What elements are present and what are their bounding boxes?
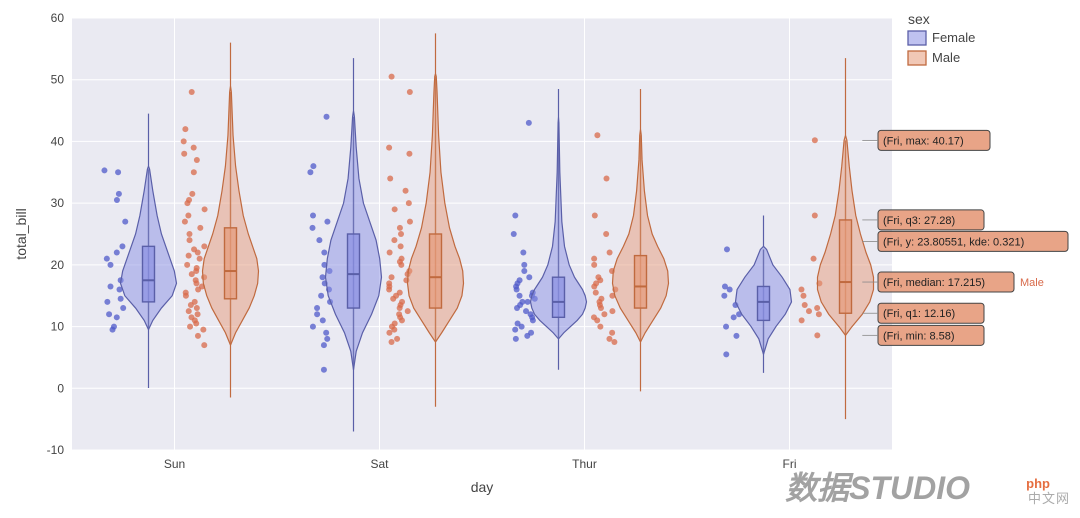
svg-text:Male: Male — [932, 50, 960, 65]
svg-text:50: 50 — [51, 73, 65, 87]
svg-text:(Fri, median: 17.215): (Fri, median: 17.215) — [883, 277, 985, 289]
watermark-center: 数据STUDIO — [785, 463, 970, 509]
svg-text:(Fri, min: 8.58): (Fri, min: 8.58) — [883, 330, 955, 342]
svg-text:(Fri, max: 40.17): (Fri, max: 40.17) — [883, 135, 964, 147]
svg-text:day: day — [471, 479, 494, 495]
svg-text:Thur: Thur — [572, 457, 597, 471]
svg-text:30: 30 — [51, 196, 65, 210]
svg-text:40: 40 — [51, 134, 65, 148]
svg-text:Male: Male — [1020, 277, 1044, 289]
svg-text:total_bill: total_bill — [13, 208, 29, 259]
svg-text:0: 0 — [57, 381, 64, 395]
svg-text:60: 60 — [51, 11, 65, 25]
svg-text:(Fri, q3: 27.28): (Fri, q3: 27.28) — [883, 215, 955, 227]
svg-text:10: 10 — [51, 320, 65, 334]
svg-text:sex: sex — [908, 11, 930, 27]
violin-chart: -100102030405060SunSatThurFridaytotal_bi… — [0, 0, 1080, 513]
svg-text:20: 20 — [51, 258, 65, 272]
chart-container: -100102030405060SunSatThurFridaytotal_bi… — [0, 0, 1080, 513]
svg-text:Female: Female — [932, 30, 975, 45]
svg-text:-10: -10 — [47, 443, 65, 457]
svg-text:(Fri, q1: 12.16): (Fri, q1: 12.16) — [883, 308, 955, 320]
svg-text:(Fri, y: 23.80551, kde: 0.321): (Fri, y: 23.80551, kde: 0.321) — [883, 236, 1024, 248]
watermark-brand: php — [1026, 476, 1050, 491]
svg-text:Sun: Sun — [164, 457, 185, 471]
svg-text:Sat: Sat — [370, 457, 389, 471]
